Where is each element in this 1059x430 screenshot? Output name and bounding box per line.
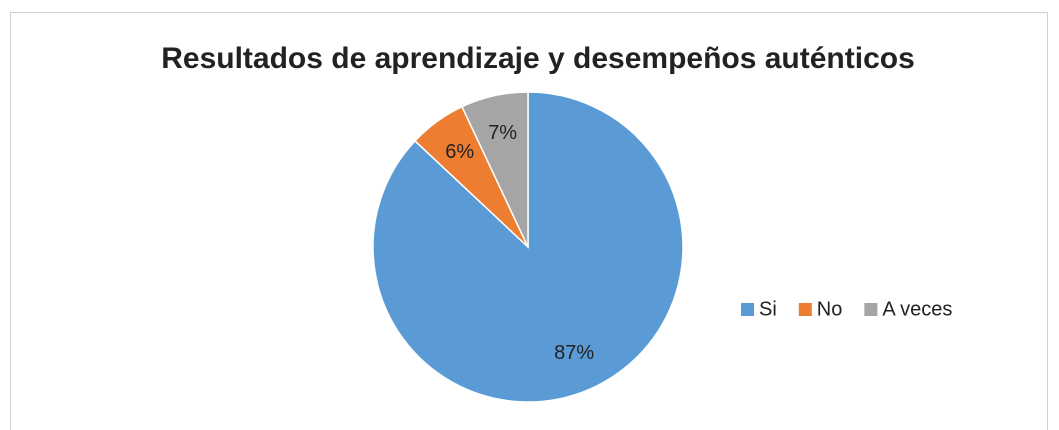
chart-title: Resultados de aprendizaje y desempeños a… bbox=[161, 42, 915, 75]
pie-slice bbox=[461, 91, 529, 248]
data-label: 6% bbox=[445, 141, 474, 163]
legend-label: No bbox=[817, 298, 843, 320]
legend-swatch bbox=[864, 303, 878, 316]
legend-label: A veces bbox=[882, 298, 952, 320]
data-label: 7% bbox=[488, 122, 517, 144]
legend-label: Si bbox=[759, 298, 777, 320]
legend-swatch bbox=[741, 303, 754, 316]
data-label: 87% bbox=[554, 342, 594, 364]
legend-swatch bbox=[798, 303, 812, 316]
